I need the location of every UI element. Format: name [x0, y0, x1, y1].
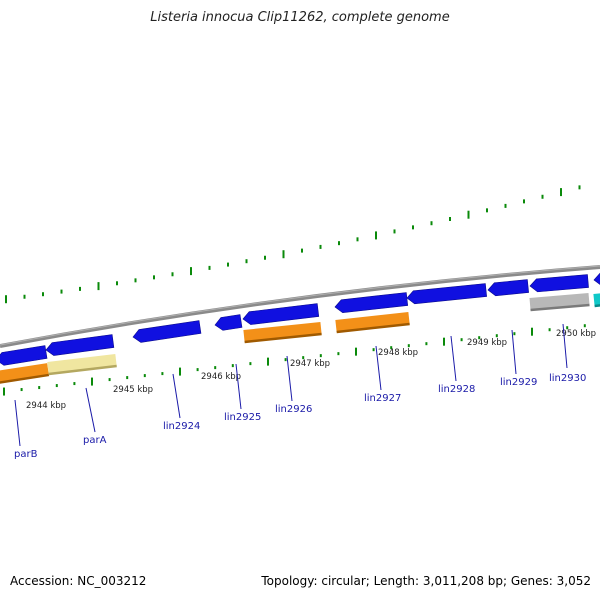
cds-lin2925[interactable]: [214, 314, 243, 331]
cds-parb[interactable]: [0, 345, 48, 366]
position-ticks: [3, 324, 586, 396]
feature-bar-yellow[interactable]: [47, 354, 117, 374]
feature-bar-orange[interactable]: [335, 312, 410, 332]
feature-bar-orange[interactable]: [243, 322, 322, 342]
feature-bar-orange-shadow: [244, 332, 322, 344]
cds-lin2926[interactable]: [242, 303, 320, 325]
feature-bar-gray-shadow: [530, 303, 590, 312]
leader-line: [450, 335, 457, 382]
leader-line: [235, 363, 242, 410]
leader-line: [562, 323, 568, 369]
gene-leader-lines: [14, 323, 568, 447]
gene-label-lin2930[interactable]: lin2930: [549, 373, 586, 384]
leader-line: [375, 345, 382, 391]
kbp-label: 2949 kbp: [467, 338, 507, 348]
leader-line: [14, 399, 21, 447]
genome-backbone: [0, 265, 600, 348]
accession-text: Accession: NC_003212: [10, 574, 147, 588]
leader-line: [511, 329, 517, 375]
cds-lin2929[interactable]: [487, 279, 529, 297]
feature-bar-yellow-shadow: [48, 364, 117, 376]
kbp-label: 2950 kbp: [556, 329, 596, 339]
gene-label-parb[interactable]: parB: [14, 449, 38, 460]
feature-bar-orange[interactable]: [0, 363, 49, 383]
leader-line: [85, 387, 96, 433]
cds-lin2930[interactable]: [529, 274, 589, 293]
kbp-label: 2948 kbp: [378, 348, 418, 358]
gene-label-lin2925[interactable]: lin2925: [224, 412, 261, 423]
kbp-label: 2946 kbp: [201, 372, 241, 382]
cds-lin2927[interactable]: [334, 292, 409, 313]
feature-track: [0, 272, 600, 384]
kbp-label: 2945 kbp: [113, 385, 153, 395]
cds-lin2924[interactable]: [132, 320, 202, 343]
page-title: Listeria innocua Clip11262, complete gen…: [150, 10, 450, 25]
gene-label-para[interactable]: parA: [83, 435, 107, 446]
kbp-label: 2947 kbp: [290, 359, 330, 369]
feature-bar-orange-shadow: [336, 322, 410, 334]
gene-label-lin2928[interactable]: lin2928: [438, 384, 475, 395]
cds-para[interactable]: [45, 334, 115, 356]
gene-label-lin2927[interactable]: lin2927: [364, 393, 401, 404]
cds-lin2928[interactable]: [406, 283, 487, 305]
leader-line: [172, 373, 181, 419]
cds-next[interactable]: [593, 272, 600, 286]
gene-label-lin2924[interactable]: lin2924: [163, 421, 200, 432]
feature-bar-cyan[interactable]: [593, 293, 600, 306]
gc-skew-track: [5, 185, 581, 304]
kbp-label: 2944 kbp: [26, 401, 66, 411]
genome-backbone-highlight: [0, 265, 600, 346]
feature-bar-orange-shadow: [0, 373, 50, 384]
gene-label-lin2929[interactable]: lin2929: [500, 377, 537, 388]
gene-label-lin2926[interactable]: lin2926: [275, 404, 312, 415]
leader-line: [286, 355, 293, 402]
topology-stats-text: Topology: circular; Length: 3,011,208 bp…: [261, 574, 591, 588]
feature-bar-cyan-shadow: [594, 304, 600, 308]
